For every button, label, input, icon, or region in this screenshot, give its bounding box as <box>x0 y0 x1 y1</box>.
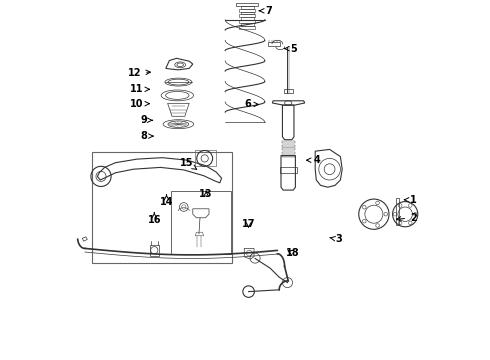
Text: 11: 11 <box>130 84 149 94</box>
Text: 14: 14 <box>160 194 173 207</box>
Text: 13: 13 <box>199 189 213 199</box>
Text: 6: 6 <box>245 99 258 109</box>
Text: 9: 9 <box>140 115 152 125</box>
Text: 2: 2 <box>396 213 417 223</box>
Text: 17: 17 <box>242 219 255 229</box>
Text: 12: 12 <box>128 68 150 78</box>
Text: 3: 3 <box>330 234 342 244</box>
Text: 4: 4 <box>307 155 320 165</box>
Text: 1: 1 <box>404 195 417 205</box>
Text: 10: 10 <box>130 99 149 109</box>
Text: 15: 15 <box>180 158 196 169</box>
Text: 7: 7 <box>259 6 272 16</box>
Text: 5: 5 <box>285 44 297 54</box>
Text: 18: 18 <box>286 248 299 258</box>
Text: 8: 8 <box>140 131 153 141</box>
Text: 16: 16 <box>147 212 161 225</box>
